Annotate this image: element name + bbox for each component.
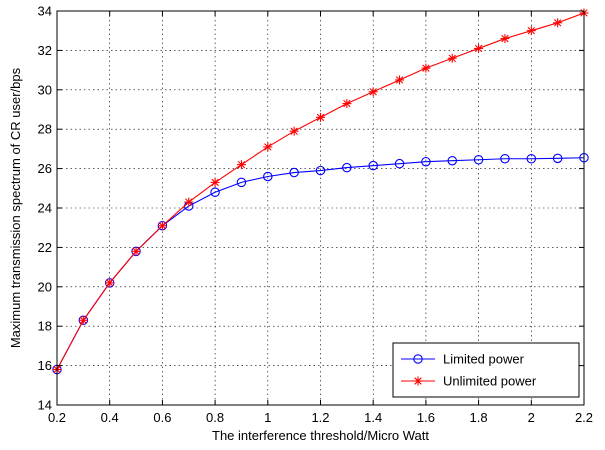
x-tick-label: 1 [264,410,271,425]
legend-box [392,342,580,398]
legend-entry-unlimited-power: Unlimited power [401,374,537,389]
data-point-limited-power [552,153,563,164]
plot-area [57,11,584,405]
data-point-limited-power [394,158,405,169]
y-tick-label: 26 [38,161,52,176]
data-point-limited-power [421,156,431,167]
data-point-limited-power [236,177,247,188]
x-tick-label: 0.8 [206,410,224,425]
y-tick-labels: 14 16 18 20 22 24 26 28 30 32 34 [38,4,52,413]
x-axis-title: The interference threshold/Micro Watt [212,428,429,443]
data-point-unlimited-power [263,142,273,152]
data-point-limited-power [473,154,484,165]
x-tick-label: 1.4 [364,410,382,425]
data-point-limited-power [447,155,457,166]
y-tick-label: 18 [38,319,52,334]
data-point-unlimited-power [316,112,325,122]
data-point-unlimited-power [500,34,510,44]
x-tick-labels: 0.2 0.4 0.6 0.8 1 1.2 1.4 1.6 1.8 2 2.2 [48,410,593,425]
data-point-unlimited-power [105,278,115,288]
x-tick-label: 1.6 [417,410,435,425]
data-point-limited-power [368,160,378,171]
legend: Limited power Unlimited power [392,342,580,398]
y-axis-title: Maximum transmission spectrum of CR user… [8,67,23,348]
data-point-limited-power [263,171,273,182]
data-point-limited-power [500,154,510,164]
legend-marker-limited-power [413,354,423,364]
y-tick-label: 32 [38,43,52,58]
data-point-unlimited-power [395,75,405,85]
x-tick-label: 1.2 [311,410,329,425]
data-point-limited-power [289,167,299,178]
y-tick-label: 24 [38,201,52,216]
x-tick-label: 0.6 [153,410,171,425]
data-point-unlimited-power [421,63,431,73]
data-point-unlimited-power [157,221,167,231]
x-tick-label: 0.4 [101,410,119,425]
y-tick-label: 34 [38,4,52,19]
data-point-unlimited-power [553,18,563,28]
y-tick-label: 20 [38,279,52,294]
y-tick-label: 22 [38,240,52,255]
data-point-unlimited-power [210,177,220,187]
y-tick-label: 14 [38,398,52,413]
data-point-limited-power [526,154,537,164]
legend-marker-unlimited-power [413,376,423,386]
data-point-unlimited-power [131,246,141,256]
y-tick-label: 30 [38,82,52,97]
data-point-unlimited-power [368,87,378,97]
data-point-unlimited-power [78,315,88,325]
legend-label-unlimited-power: Unlimited power [443,374,537,389]
data-point-unlimited-power [184,197,194,207]
data-point-unlimited-power [474,43,484,53]
x-tick-label: 2 [528,410,535,425]
data-point-limited-power [210,187,220,197]
data-point-limited-power [342,162,352,173]
y-tick-label: 16 [38,358,52,373]
x-tick-label: 1.8 [470,410,488,425]
legend-entry-limited-power: Limited power [401,352,525,367]
data-point-limited-power [315,165,326,176]
x-tick-label: 0.2 [48,410,66,425]
data-point-unlimited-power [289,126,299,136]
tick-marks [56,10,585,406]
data-point-unlimited-power [447,53,457,63]
data-point-unlimited-power [236,160,246,170]
x-tick-label: 2.2 [575,410,593,425]
data-point-unlimited-power [526,26,536,36]
y-tick-label: 28 [38,122,52,137]
data-point-unlimited-power [342,99,352,109]
legend-label-limited-power: Limited power [443,352,525,367]
